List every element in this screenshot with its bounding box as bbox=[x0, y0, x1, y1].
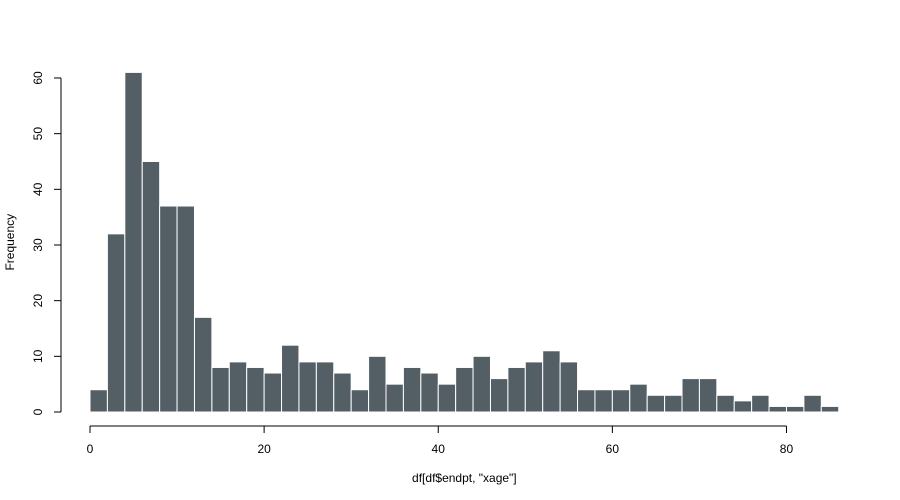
x-tick-label: 0 bbox=[87, 442, 94, 456]
histogram-bar bbox=[785, 405, 805, 413]
histogram-bar bbox=[281, 344, 300, 413]
histogram-bar bbox=[507, 366, 526, 413]
histogram-bar bbox=[733, 400, 753, 413]
histogram-bar bbox=[594, 389, 613, 413]
y-tick-label: 60 bbox=[31, 71, 45, 85]
y-axis-ticks: 0 10 20 30 40 50 60 bbox=[31, 71, 61, 415]
histogram-bar bbox=[350, 389, 370, 413]
x-tick-label: 40 bbox=[432, 442, 446, 456]
x-tick-label: 20 bbox=[257, 442, 271, 456]
histogram-bar bbox=[768, 405, 787, 413]
histogram-bar bbox=[524, 361, 544, 413]
histogram-bar bbox=[246, 366, 265, 413]
y-tick-label: 20 bbox=[31, 294, 45, 308]
histogram-bar bbox=[106, 233, 126, 413]
histogram-bar bbox=[385, 383, 404, 413]
histogram-bar bbox=[542, 350, 561, 413]
histogram-bar bbox=[698, 378, 718, 413]
histogram-bar bbox=[263, 372, 283, 413]
histogram-bar bbox=[646, 394, 666, 413]
histogram-bar bbox=[716, 394, 735, 413]
y-tick-label: 0 bbox=[31, 408, 45, 415]
histogram-bar bbox=[176, 205, 195, 413]
histogram-bar bbox=[333, 372, 352, 413]
histogram-bar bbox=[611, 389, 631, 413]
histogram-bar bbox=[803, 394, 822, 413]
histogram-bar bbox=[437, 383, 457, 413]
histogram-bar bbox=[89, 389, 108, 413]
histogram-bar bbox=[472, 355, 491, 413]
histogram-bar bbox=[751, 394, 770, 413]
histogram-bar bbox=[124, 71, 143, 413]
histogram-bar bbox=[368, 355, 387, 413]
histogram-bar bbox=[159, 205, 178, 413]
bars-group bbox=[89, 71, 840, 413]
histogram-bar bbox=[193, 316, 213, 413]
x-tick-label: 80 bbox=[780, 442, 794, 456]
histogram-bar bbox=[420, 372, 439, 413]
histogram-bar bbox=[664, 394, 683, 413]
histogram-bar bbox=[298, 361, 317, 413]
y-tick-label: 40 bbox=[31, 182, 45, 196]
y-tick-label: 10 bbox=[31, 349, 45, 363]
histogram-bar bbox=[629, 383, 648, 413]
histogram-bar bbox=[455, 366, 474, 413]
histogram-bar bbox=[489, 378, 509, 413]
x-axis-title: df[df$endpt, "xage"] bbox=[412, 471, 517, 485]
histogram-bar bbox=[315, 361, 335, 413]
x-axis-ticks: 0 20 40 60 80 bbox=[87, 426, 794, 456]
histogram-bar bbox=[681, 378, 700, 413]
histogram-bar bbox=[402, 366, 422, 413]
histogram-bar bbox=[211, 366, 230, 413]
y-tick-label: 30 bbox=[31, 238, 45, 252]
histogram-bar bbox=[559, 361, 579, 413]
histogram-bar bbox=[820, 405, 840, 413]
histogram-bar bbox=[577, 389, 596, 413]
histogram-bar bbox=[228, 361, 248, 413]
x-tick-label: 60 bbox=[606, 442, 620, 456]
y-axis-title: Frequency bbox=[3, 214, 17, 271]
y-tick-label: 50 bbox=[31, 127, 45, 141]
histogram-bar bbox=[141, 160, 161, 413]
